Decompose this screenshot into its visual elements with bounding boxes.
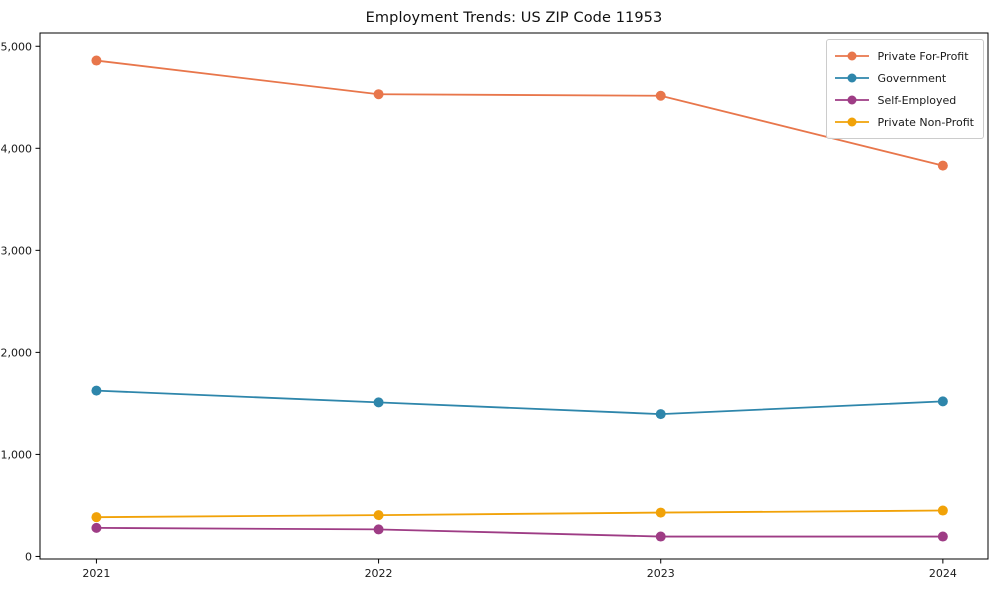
data-point-government-2023 bbox=[655, 409, 666, 420]
chart-legend: Private For-Profit Government Self-Employe… bbox=[825, 39, 984, 139]
x-tick-label: 2021 bbox=[82, 567, 110, 580]
legend-label-self-employed: Self-Employed bbox=[877, 93, 957, 107]
data-point-self-employed-2021 bbox=[91, 522, 102, 533]
series-line-self-employed bbox=[96, 526, 943, 538]
series-line-private-non-profit bbox=[96, 509, 943, 519]
axes-spines bbox=[39, 32, 989, 560]
y-tick-label: 0 bbox=[25, 550, 32, 563]
legend-marker-self-employed bbox=[834, 95, 869, 105]
data-point-private-non-profit-2024 bbox=[937, 505, 948, 516]
x-tick-label: 2024 bbox=[929, 567, 957, 580]
data-point-private-non-profit-2022 bbox=[373, 510, 384, 521]
data-point-private-for-profit-2022 bbox=[373, 89, 384, 100]
legend-item-self-employed: Self-Employed bbox=[834, 91, 974, 109]
data-point-government-2022 bbox=[373, 397, 384, 408]
data-point-private-for-profit-2021 bbox=[91, 55, 102, 66]
data-point-self-employed-2022 bbox=[373, 524, 384, 535]
data-point-government-2021 bbox=[91, 385, 102, 396]
data-point-self-employed-2023 bbox=[655, 531, 666, 542]
x-tick-label: 2022 bbox=[365, 567, 393, 580]
series-line-private-for-profit bbox=[96, 59, 944, 167]
data-point-private-for-profit-2023 bbox=[655, 90, 666, 101]
legend-marker-government bbox=[834, 73, 869, 83]
y-tick-label: 3,000 bbox=[1, 244, 33, 257]
data-point-self-employed-2024 bbox=[937, 531, 948, 542]
legend-marker-private-non-profit bbox=[834, 117, 869, 127]
x-tick-label: 2023 bbox=[647, 567, 675, 580]
legend-label-private-non-profit: Private Non-Profit bbox=[877, 115, 974, 129]
legend-item-private-for-profit: Private For-Profit bbox=[834, 47, 974, 65]
data-point-private-non-profit-2023 bbox=[655, 507, 666, 518]
data-point-private-for-profit-2024 bbox=[937, 160, 948, 171]
series-line-government bbox=[96, 389, 943, 416]
chart-title: Employment Trends: US ZIP Code 11953 bbox=[365, 10, 663, 26]
legend-label-government: Government bbox=[877, 71, 947, 85]
legend-item-government: Government bbox=[834, 69, 974, 87]
y-tick-label: 1,000 bbox=[1, 448, 33, 461]
legend-label-private-for-profit: Private For-Profit bbox=[877, 49, 969, 63]
y-tick-label: 4,000 bbox=[1, 142, 33, 155]
data-point-government-2024 bbox=[937, 396, 948, 407]
legend-marker-private-for-profit bbox=[834, 51, 869, 61]
y-tick-label: 5,000 bbox=[1, 40, 33, 53]
data-point-private-non-profit-2021 bbox=[91, 512, 102, 523]
y-tick-label: 2,000 bbox=[1, 346, 33, 359]
legend-item-private-non-profit: Private Non-Profit bbox=[834, 113, 974, 131]
